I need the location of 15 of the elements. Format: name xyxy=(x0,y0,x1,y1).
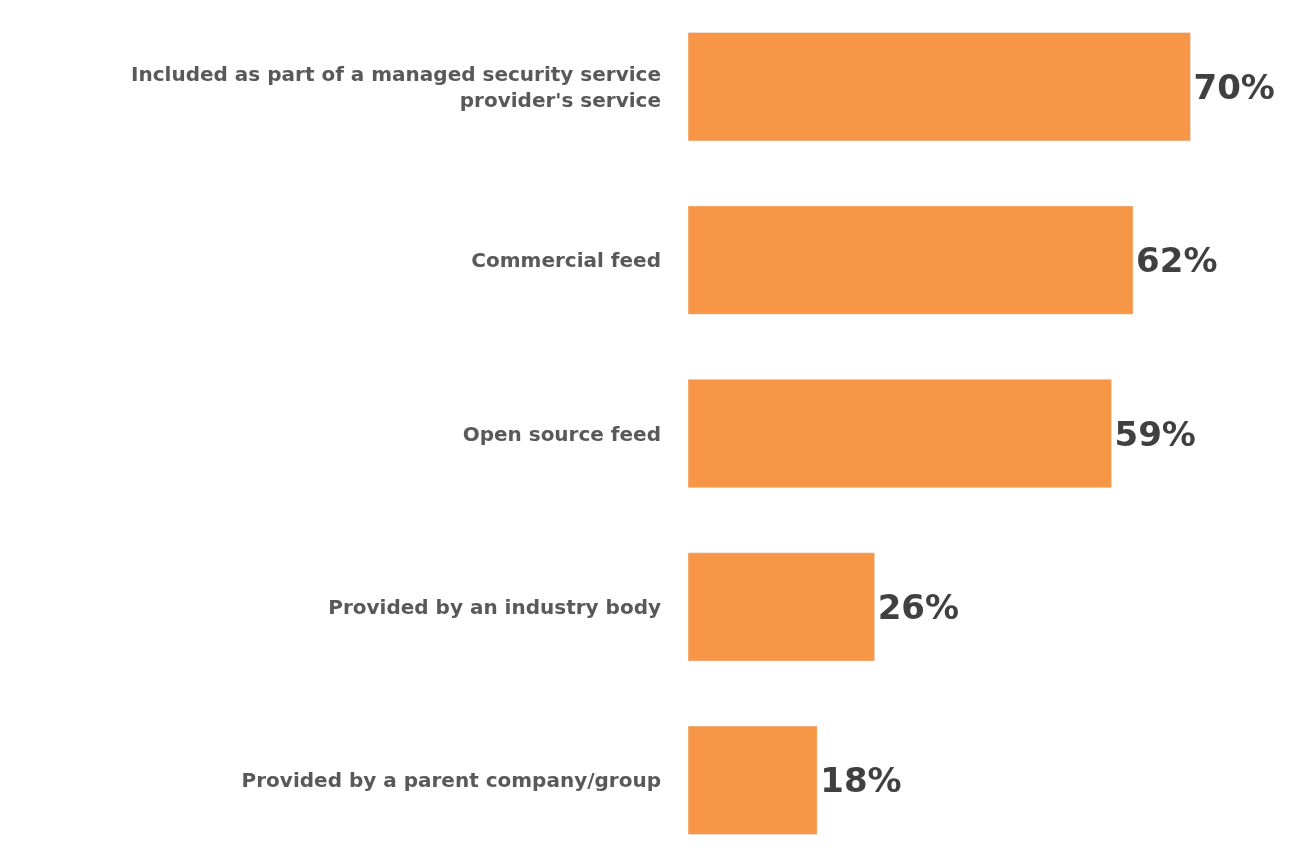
bar xyxy=(688,725,818,835)
data-label: 59% xyxy=(1114,413,1196,454)
y-tick-label: Included as part of a managed security service provider's service xyxy=(131,61,661,112)
y-tick-label: Commercial feed xyxy=(471,248,661,273)
data-label: 70% xyxy=(1193,66,1275,107)
data-label: 18% xyxy=(820,760,902,801)
bar xyxy=(688,552,875,662)
data-label: 62% xyxy=(1136,240,1218,281)
bar xyxy=(688,379,1112,488)
bar xyxy=(688,205,1134,315)
y-tick-label: Provided by an industry body xyxy=(328,594,661,619)
y-tick-label: Provided by a parent company/group xyxy=(241,768,661,793)
bar xyxy=(688,32,1191,142)
data-label: 26% xyxy=(877,586,960,627)
y-tick-label: Open source feed xyxy=(462,421,661,446)
